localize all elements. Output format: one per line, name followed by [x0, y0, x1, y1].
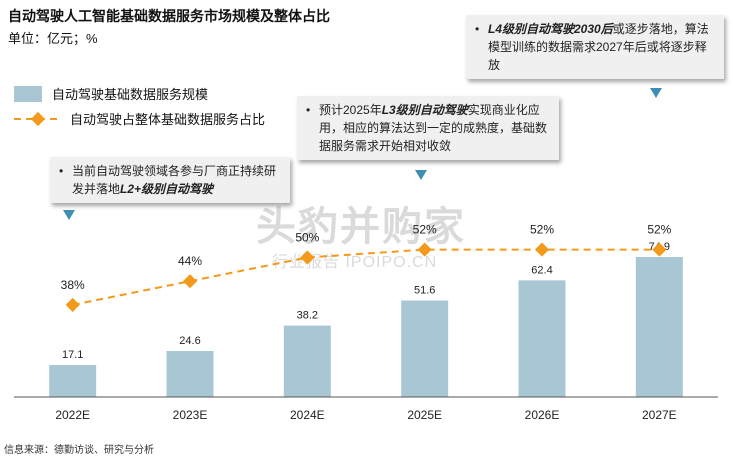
bullet-dot: •: [475, 22, 480, 36]
bar-value-label: 51.6: [414, 285, 435, 297]
line-value-label: 52%: [413, 223, 437, 237]
bar-value-label: 17.1: [62, 349, 83, 361]
bullet-dot: •: [59, 164, 64, 178]
bullet-dot: •: [306, 103, 311, 117]
share-line: [72, 248, 660, 306]
bar-value-label: 24.6: [179, 335, 200, 347]
legend-line-swatch: [14, 111, 62, 126]
line-value-label: 52%: [530, 223, 554, 237]
line-point-2027E: [652, 242, 667, 257]
bar-2022E: [49, 365, 97, 397]
callout-l2-pointer: [63, 210, 75, 220]
callout-l4: • L4级别自动驾驶2030后或逐步落地，算法模型训练的数据需求2027年后或将…: [466, 15, 724, 79]
callout-l3: • 预计2025年L3级别自动驾驶实现商业化应用，相应的算法达到一定的成熟度，基…: [297, 96, 559, 160]
x-tick-label: 2026E: [525, 408, 560, 422]
bar-2024E: [283, 325, 331, 397]
legend-line-label: 自动驾驶占整体基础数据服务占比: [70, 112, 266, 127]
line-value-label: 50%: [295, 231, 319, 245]
x-tick-label: 2024E: [290, 408, 325, 422]
x-tick-label: 2022E: [55, 408, 90, 422]
line-value-label: 44%: [178, 254, 202, 268]
bar-2023E: [166, 351, 214, 397]
line-point-2025E: [417, 242, 432, 257]
legend-item-line: 自动驾驶占整体基础数据服务占比: [14, 109, 265, 128]
line-point-2024E: [300, 250, 315, 265]
x-tick-label: 2023E: [173, 408, 208, 422]
line-point-2026E: [534, 242, 550, 257]
chart-title: 自动驾驶人工智能基础数据服务市场规模及整体占比: [8, 8, 330, 24]
line-point-2022E: [65, 297, 80, 312]
legend-bar-label: 自动驾驶基础数据服务规模: [52, 87, 209, 102]
bar-2025E: [401, 300, 449, 397]
line-value-label: 52%: [647, 223, 671, 237]
line-point-2023E: [182, 274, 198, 289]
unit-label: 单位：亿元；%: [8, 31, 98, 46]
watermark-logo: 头豹并购家: [256, 205, 466, 249]
legend-item-bar: 自动驾驶基础数据服务规模: [14, 84, 208, 103]
bar-value-label: 38.2: [297, 310, 318, 322]
legend-bar-swatch: [14, 85, 42, 102]
bar-2026E: [518, 280, 566, 397]
callout-l4-pointer: [650, 88, 662, 98]
bar-value-label: 62.4: [531, 264, 552, 276]
x-tick-label: 2027E: [642, 408, 677, 422]
callout-l3-pointer: [415, 170, 427, 180]
line-value-label: 38%: [61, 278, 85, 292]
bar-2027E: [635, 257, 683, 397]
callout-l2: • 当前自动驾驶领域各参与厂商正持续研发并落地L2+级别自动驾驶: [50, 157, 290, 203]
source-note: 信息来源：德勤访谈、研究与分析: [4, 445, 154, 456]
x-tick-label: 2025E: [407, 408, 442, 422]
